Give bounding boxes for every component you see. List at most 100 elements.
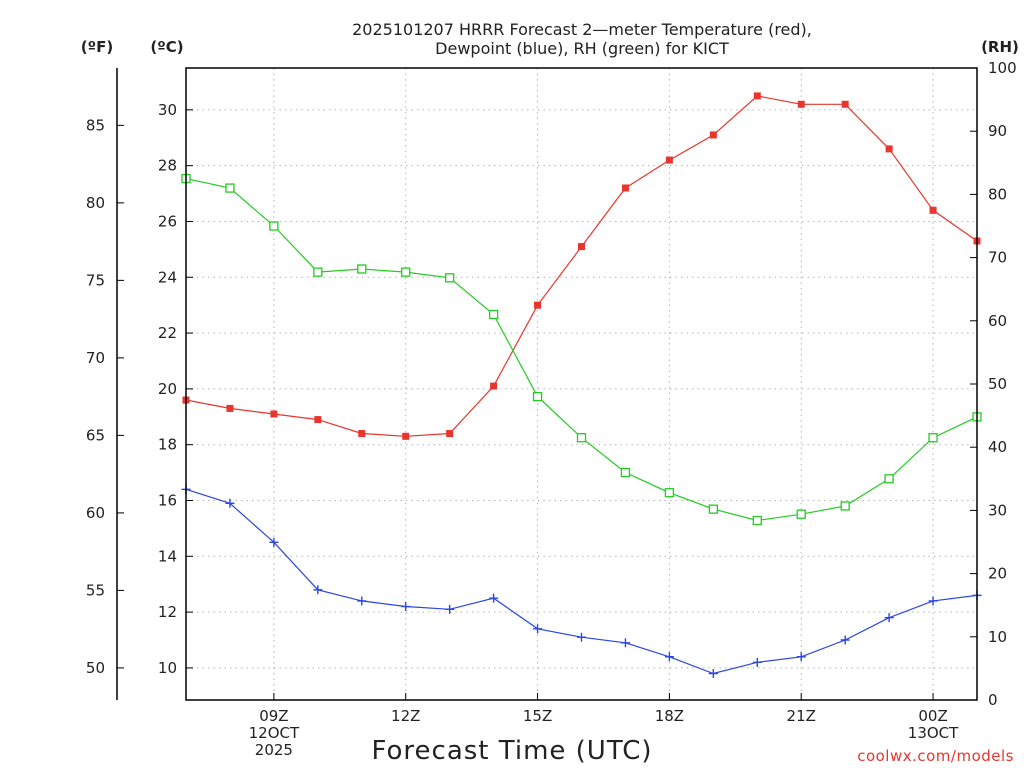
rh-line [185, 178, 978, 522]
x-tick-label: 00Z [918, 707, 947, 725]
rh-tick-label: 20 [988, 565, 1007, 583]
dewpoint-point [796, 652, 806, 662]
rh-point [664, 488, 675, 498]
temperature-series [182, 92, 981, 440]
celsius-tick-label: 10 [158, 659, 177, 677]
fahrenheit-unit-label: (ºF) [81, 38, 113, 56]
dewpoint-point [620, 638, 630, 648]
temperature-point [270, 410, 278, 418]
plot-frame [185, 67, 978, 701]
temperature-point [534, 301, 542, 309]
fahrenheit-tick-label: 85 [86, 116, 105, 134]
celsius-tick-label: 26 [158, 212, 177, 230]
fahrenheit-tick-label: 60 [86, 504, 105, 522]
temperature-point [578, 243, 585, 251]
dewpoint-line [185, 488, 978, 675]
dewpoint-point [533, 624, 543, 634]
rh-tick-label: 0 [988, 691, 998, 709]
x-tick-label: 18Z [655, 707, 684, 725]
rh-point [620, 467, 631, 478]
rh-tick-label: 60 [988, 312, 1007, 330]
dewpoint-point [928, 596, 938, 606]
temperature-point [753, 92, 761, 100]
rh-point [708, 504, 718, 514]
temperature-point [358, 430, 366, 438]
celsius-tick-label: 30 [158, 101, 177, 119]
temperature-point [709, 131, 717, 139]
dewpoint-point [225, 498, 235, 508]
dewpoint-series [181, 484, 982, 678]
rh-tick-label: 100 [988, 59, 1017, 77]
celsius-tick-label: 28 [158, 157, 177, 175]
rh-point [884, 474, 894, 484]
chart-title-line-1: 2025101207 HRRR Forecast 2—meter Tempera… [352, 20, 812, 39]
rh-tick-label: 40 [988, 438, 1007, 456]
dewpoint-point [313, 585, 323, 595]
rh-unit-label: (RH) [981, 38, 1019, 56]
rh-point [532, 391, 543, 402]
x-axis-title: Forecast Time (UTC) [371, 736, 652, 766]
temperature-point [665, 156, 673, 164]
x-tick-label: 12Z [391, 707, 420, 725]
x-tick-label: 2025 [255, 741, 293, 759]
rh-series [181, 173, 982, 526]
rh-tick-label: 50 [988, 375, 1007, 393]
rh-point [488, 309, 499, 320]
x-tick-label: 09Z [259, 707, 288, 725]
dewpoint-point [752, 657, 762, 667]
celsius-tick-label: 12 [158, 603, 177, 621]
dewpoint-point [884, 613, 894, 623]
rh-point [401, 267, 411, 277]
celsius-tick-label: 20 [158, 380, 177, 398]
rh-point [576, 433, 587, 443]
rh-point [928, 433, 938, 443]
temperature-point [402, 432, 410, 440]
rh-tick-label: 10 [988, 628, 1007, 646]
fahrenheit-tick-label: 50 [86, 659, 105, 677]
rh-tick-label: 30 [988, 501, 1007, 519]
celsius-tick-label: 22 [158, 324, 177, 342]
temperature-point [621, 184, 629, 192]
temperature-point [841, 100, 849, 108]
series-layer [181, 92, 982, 678]
rh-point [445, 273, 455, 283]
dewpoint-point [445, 604, 455, 614]
credit-text: coolwx.com/models [857, 747, 1014, 765]
fahrenheit-tick-label: 70 [86, 349, 105, 367]
temperature-point [226, 404, 234, 412]
dewpoint-point [401, 602, 411, 612]
x-tick-label: 15Z [523, 707, 552, 725]
temperature-point [929, 206, 937, 214]
rh-point [357, 264, 367, 274]
temperature-point [797, 100, 805, 108]
celsius-unit-label: (ºC) [150, 38, 183, 56]
temperature-point [490, 382, 498, 390]
celsius-tick-label: 18 [158, 436, 177, 454]
fahrenheit-tick-label: 80 [86, 194, 105, 212]
dewpoint-point [357, 596, 367, 606]
rh-point [840, 501, 850, 511]
x-tick-label: 21Z [787, 707, 816, 725]
x-tick-label: 13OCT [908, 724, 959, 742]
rh-tick-label: 70 [988, 249, 1007, 267]
chart-title-line-2: Dewpoint (blue), RH (green) for KICT [435, 39, 729, 58]
temperature-point [314, 416, 322, 424]
x-tick-label: 12OCT [249, 724, 300, 742]
rh-point [796, 509, 806, 519]
axis-layer: 10 12 14 16 18 20 22 24 26 28 30 50 55 60 65 70 75 80 85 0 1… [86, 59, 1017, 759]
dewpoint-point [489, 593, 499, 603]
temperature-line [185, 95, 978, 437]
fahrenheit-tick-label: 75 [86, 271, 105, 289]
celsius-tick-label: 16 [158, 491, 177, 509]
rh-tick-label: 90 [988, 122, 1007, 140]
celsius-tick-label: 24 [158, 268, 177, 286]
dewpoint-point [708, 668, 718, 678]
rh-point [225, 183, 235, 193]
rh-point [752, 515, 762, 526]
gridlines [186, 68, 977, 700]
dewpoint-point [840, 635, 850, 645]
temperature-point [446, 430, 454, 438]
dewpoint-point [269, 537, 279, 547]
rh-point [269, 221, 279, 231]
